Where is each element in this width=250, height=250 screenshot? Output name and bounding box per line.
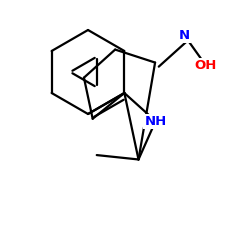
Text: OH: OH xyxy=(194,59,217,72)
Text: N: N xyxy=(179,29,190,42)
Text: NH: NH xyxy=(144,114,167,128)
